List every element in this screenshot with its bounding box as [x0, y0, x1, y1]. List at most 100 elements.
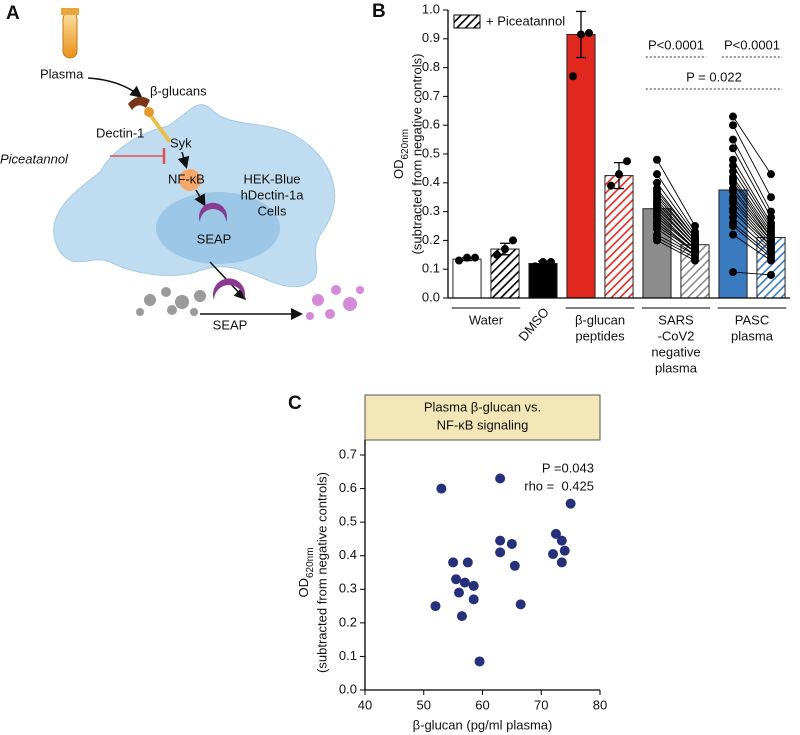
point	[767, 213, 775, 222]
pair-line	[732, 176, 772, 233]
arrow	[177, 151, 190, 169]
seap-icon	[213, 278, 245, 300]
point	[468, 580, 479, 591]
point	[548, 549, 558, 560]
point	[729, 222, 737, 230]
point	[729, 121, 737, 130]
pair-line	[732, 222, 772, 256]
pair-line	[656, 202, 696, 244]
chart-title: Plasma β-glucan vs.	[424, 399, 541, 414]
y-tick-label: 0.0	[422, 289, 440, 304]
point	[509, 236, 517, 245]
y-axis-label-sub: 620nm	[400, 129, 411, 160]
point	[729, 161, 737, 170]
point	[547, 258, 555, 266]
panel-label: A	[6, 3, 20, 24]
point	[474, 656, 485, 667]
y-tick-label: 0.5	[339, 514, 357, 529]
diagram-label: SEAP	[197, 231, 232, 246]
point	[729, 167, 737, 176]
bars	[452, 10, 786, 299]
x-axis-label: β-glucan (pg/ml plasma)	[413, 717, 553, 732]
y-axis-label-main: OD	[391, 160, 406, 180]
point	[556, 557, 567, 568]
point	[691, 222, 699, 230]
legend-label: + Piceatannol	[486, 13, 565, 28]
pair-line	[732, 208, 772, 247]
point	[577, 30, 585, 39]
pair-line	[732, 159, 772, 224]
x-tick-label: negative	[651, 344, 700, 359]
y-tick-label: 0.7	[339, 446, 357, 461]
diagram-label: β-glucans	[150, 83, 207, 98]
point	[653, 178, 661, 187]
point	[691, 256, 699, 265]
point	[767, 170, 775, 179]
pair-line	[732, 182, 772, 238]
pair-line	[732, 202, 772, 247]
point	[767, 193, 775, 202]
point	[451, 574, 462, 585]
point	[729, 230, 737, 239]
point	[729, 144, 737, 153]
receptor	[146, 110, 172, 144]
point	[550, 528, 561, 539]
pair-line	[656, 228, 696, 256]
point	[565, 498, 576, 509]
point	[459, 577, 470, 588]
diagram-label: Syk	[170, 135, 192, 150]
y-tick-label: 0.0	[339, 681, 357, 696]
point	[607, 181, 615, 190]
bar	[604, 175, 634, 299]
point	[767, 256, 775, 265]
point	[501, 245, 509, 254]
y-axis-label-note: (subtracted from negative controls)	[314, 472, 329, 673]
pair-line	[732, 196, 772, 241]
point	[729, 268, 737, 277]
x-tick-label: PASC	[735, 312, 769, 327]
pair-line	[656, 234, 696, 256]
legend-swatch	[453, 14, 481, 29]
pair-lines	[656, 116, 772, 276]
x-tick-label: peptides	[575, 328, 625, 343]
point	[448, 557, 459, 568]
receptor-head	[144, 107, 154, 117]
pair-line	[732, 271, 772, 276]
pair-line	[732, 171, 772, 230]
pair-line	[732, 148, 772, 218]
point	[729, 213, 737, 222]
substrate	[136, 287, 206, 316]
point	[767, 270, 775, 279]
arrow	[87, 77, 143, 98]
pair-line	[656, 225, 696, 253]
point	[463, 253, 471, 262]
stat-label: rho = 0.425	[524, 478, 594, 493]
pair-line	[656, 208, 696, 247]
stat-label: P =0.043	[542, 460, 594, 475]
bar	[452, 258, 482, 299]
point	[729, 112, 737, 121]
point	[454, 587, 464, 598]
diagram: Plasma β-glucans Dectin-1 Piceatannol Sy…	[0, 8, 364, 332]
point	[729, 135, 737, 144]
x-tick-label: plasma	[731, 328, 774, 343]
pair-line	[732, 116, 772, 175]
x-tick-label: SARS	[658, 312, 694, 327]
pair-line	[656, 217, 696, 250]
point	[493, 250, 501, 259]
pair-line	[656, 191, 696, 238]
nfkb-icon	[179, 169, 201, 191]
pair-line	[732, 211, 772, 250]
arrow	[194, 189, 206, 207]
product	[306, 285, 364, 320]
pair-line	[732, 234, 772, 261]
pair-line	[732, 139, 772, 212]
diagram-label: hDectin-1a	[241, 187, 305, 202]
x-tick-label: -CoV2	[658, 328, 695, 343]
x-tick-label: plasma	[655, 360, 698, 375]
pair-line	[656, 240, 696, 261]
pair-line	[732, 217, 772, 253]
x-tick-label: 60	[475, 697, 489, 712]
point	[653, 170, 661, 179]
